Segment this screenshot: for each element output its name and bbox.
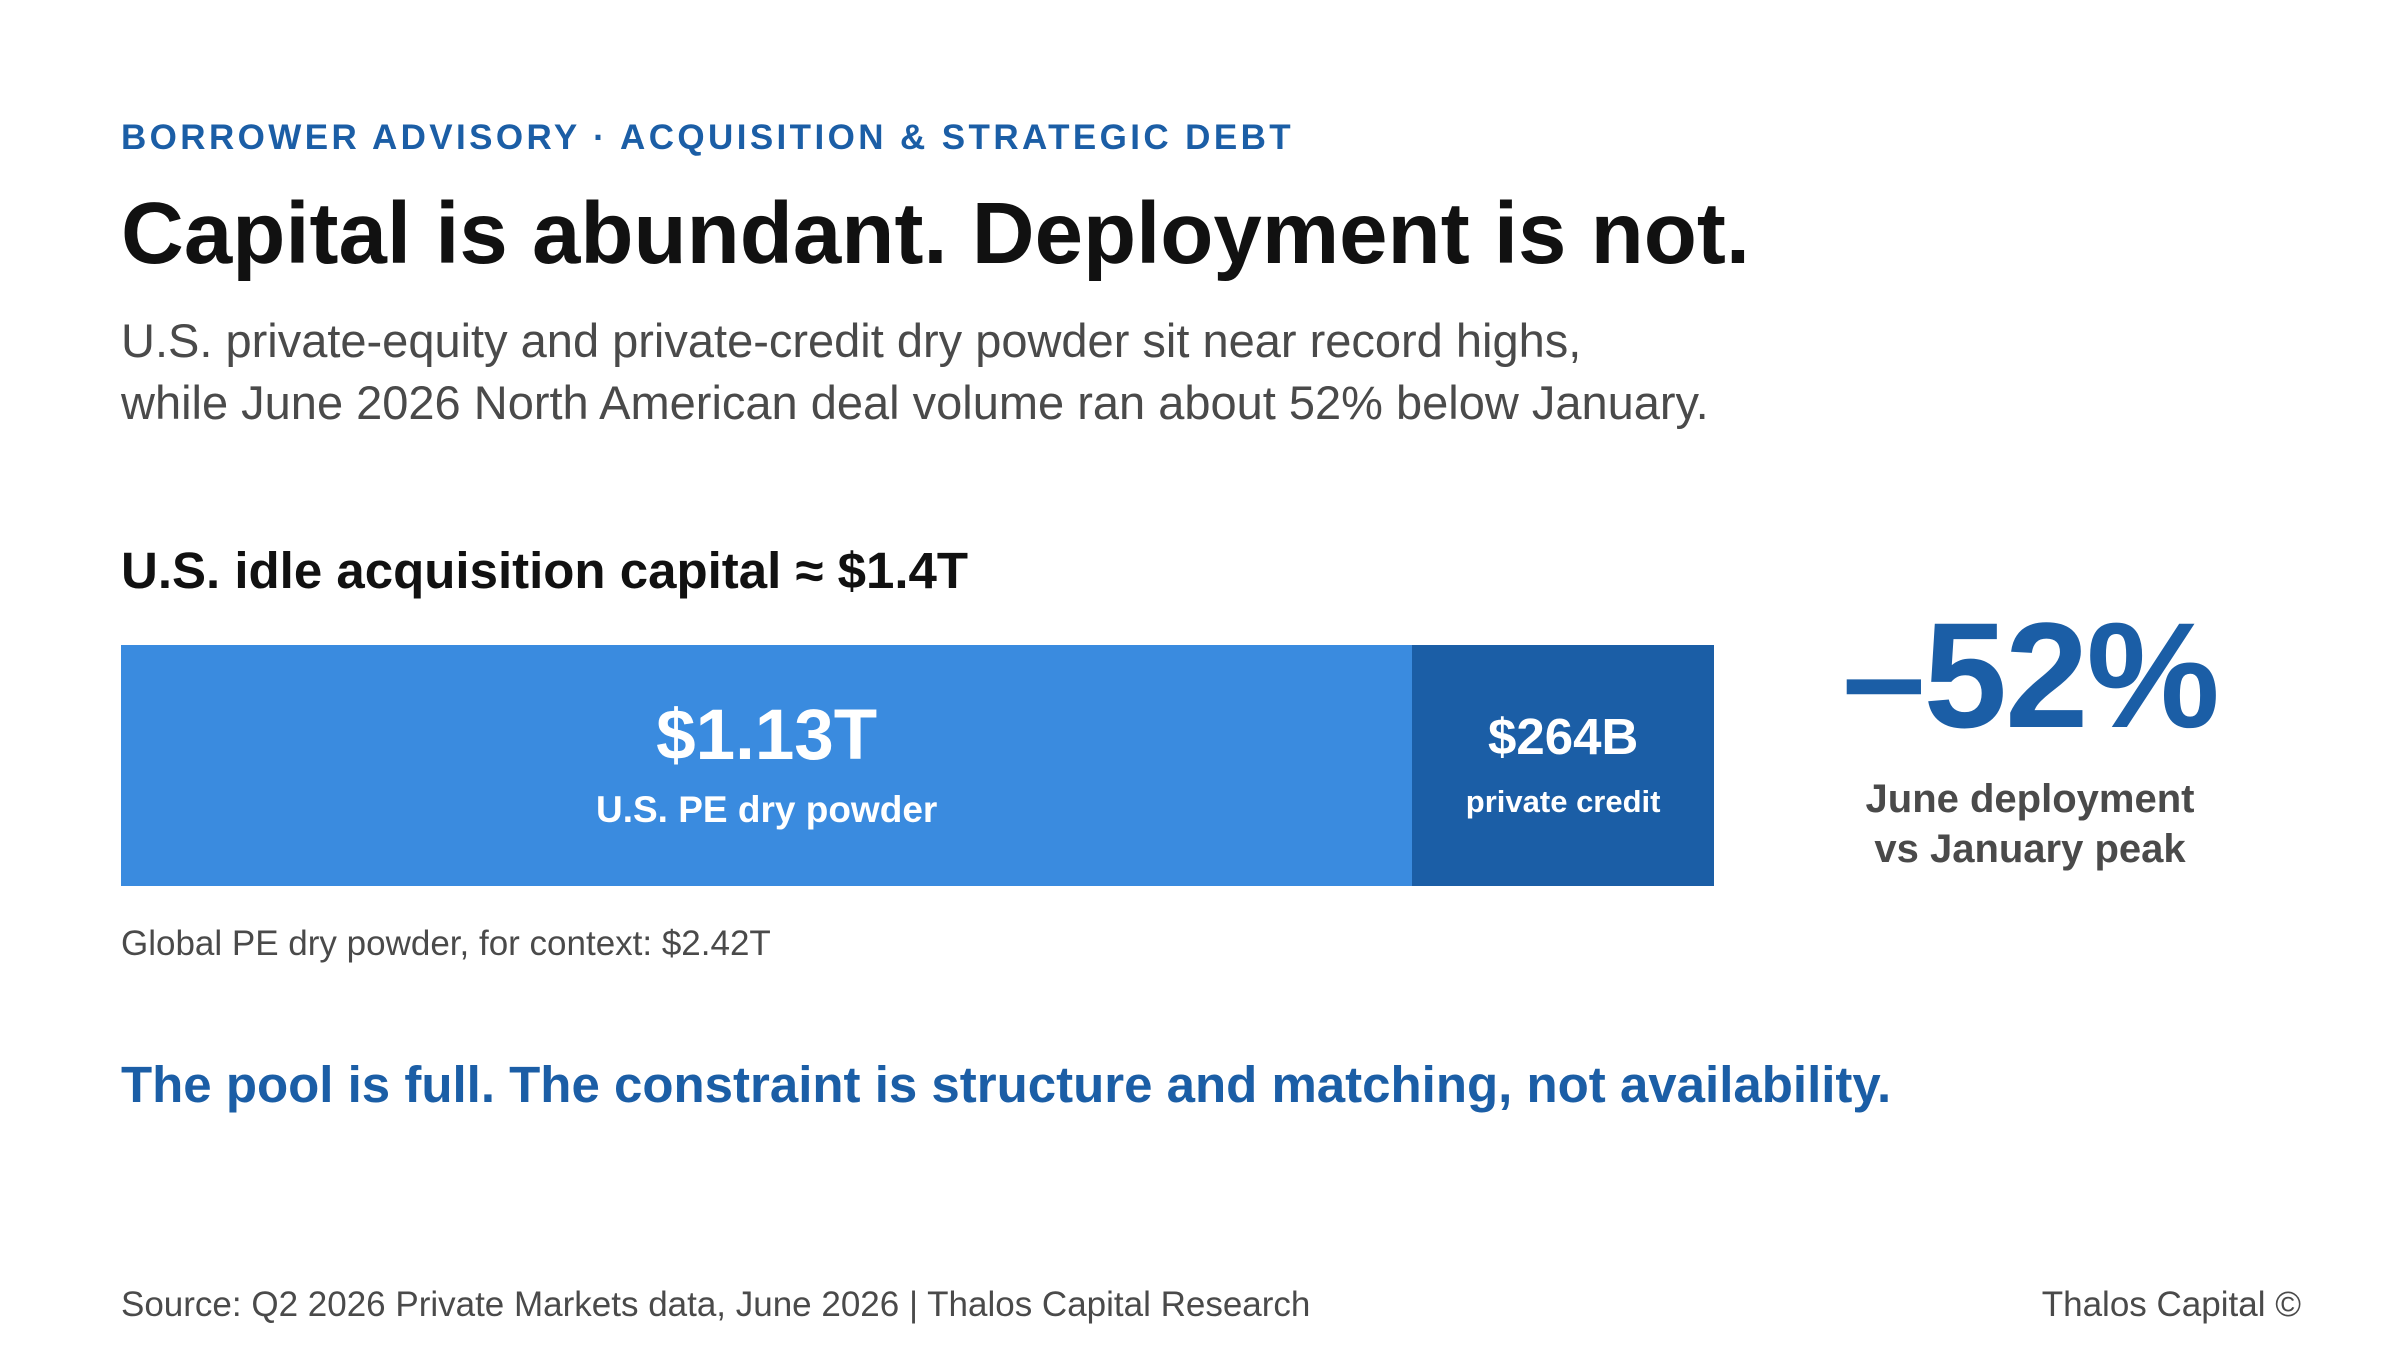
key-takeaway: The pool is full. The constraint is stru… <box>121 1056 1892 1113</box>
subheadline: U.S. private-equity and private-credit d… <box>121 310 1709 434</box>
page-title: Capital is abundant. Deployment is not. <box>121 185 1750 282</box>
chart-title: U.S. idle acquisition capital ≈ $1.4T <box>121 542 969 599</box>
kpi-value: –52% <box>1842 591 2220 759</box>
bar-segment-private-credit: $264B private credit <box>1412 645 1714 886</box>
stacked-bar-chart: $1.13T U.S. PE dry powder $264B private … <box>121 645 1714 886</box>
bar-segment-pe-dry-powder: $1.13T U.S. PE dry powder <box>121 645 1413 886</box>
kpi-callout: –52% June deployment vs January peak <box>1780 600 2280 874</box>
kpi-label-line-2: vs January peak <box>1874 827 2186 871</box>
context-note: Global PE dry powder, for context: $2.42… <box>121 924 771 963</box>
subheadline-line-2: while June 2026 North American deal volu… <box>121 376 1709 429</box>
source-note: Source: Q2 2026 Private Markets data, Ju… <box>121 1285 1311 1324</box>
brand-mark: Thalos Capital © <box>2041 1285 2301 1324</box>
bar-segment-pc-value: $264B <box>1488 708 1639 765</box>
bar-segment-pc-label: private credit <box>1465 784 1661 819</box>
kpi-label: June deployment vs January peak <box>1780 774 2280 874</box>
bar-segment-pe-value: $1.13T <box>656 696 878 775</box>
eyebrow-label: BORROWER ADVISORY · ACQUISITION & STRATE… <box>121 118 1295 157</box>
bar-segment-pe-label: U.S. PE dry powder <box>596 789 938 830</box>
kpi-label-line-1: June deployment <box>1865 777 2195 821</box>
subheadline-line-1: U.S. private-equity and private-credit d… <box>121 314 1582 367</box>
